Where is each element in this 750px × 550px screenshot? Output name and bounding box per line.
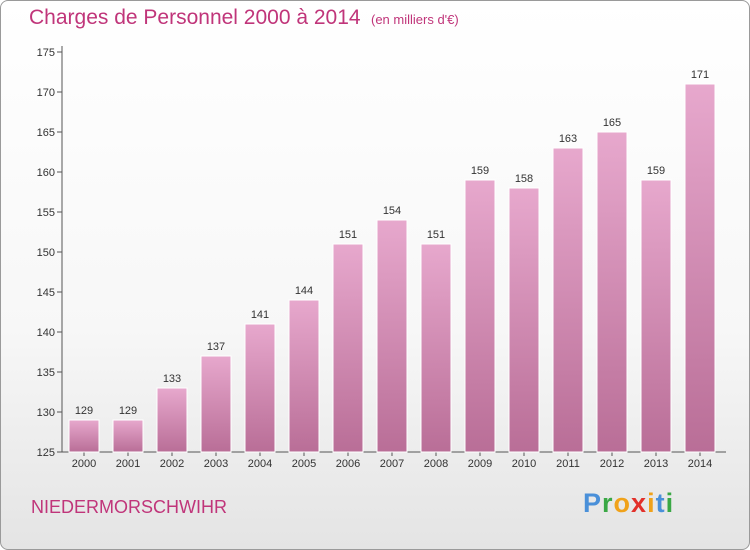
bar-2011: [552, 147, 584, 453]
bar-2001: [112, 419, 144, 453]
y-tick-label: 140: [37, 327, 55, 339]
bar-value-label: 129: [119, 405, 137, 417]
proxiti-logo: Proxiti: [583, 488, 674, 519]
bar-2004: [244, 323, 276, 453]
x-tick-label: 2010: [512, 458, 536, 470]
y-tick-label: 150: [37, 247, 55, 259]
x-tick-label: 2009: [468, 458, 492, 470]
y-tick-label: 125: [37, 447, 55, 459]
bar-2009: [464, 179, 496, 453]
bar-value-label: 154: [383, 205, 401, 217]
bar-2002: [156, 387, 188, 453]
bar-2010: [508, 187, 540, 453]
bar-value-label: 165: [603, 117, 621, 129]
bar-value-label: 151: [339, 229, 357, 241]
bar-value-label: 141: [251, 309, 269, 321]
logo-letter: r: [602, 488, 614, 518]
bar-value-label: 144: [295, 285, 313, 297]
chart-title: Charges de Personnel 2000 à 2014: [29, 6, 361, 29]
chart-unit: (en milliers d'€): [371, 12, 459, 27]
x-tick-label: 2002: [160, 458, 184, 470]
x-tick-label: 2013: [644, 458, 668, 470]
bar-2014: [684, 83, 716, 453]
y-tick-label: 170: [37, 87, 55, 99]
bar-value-label: 159: [647, 165, 665, 177]
logo-letter: o: [613, 488, 632, 518]
logo-letter: i: [647, 488, 656, 518]
x-tick-label: 2006: [336, 458, 360, 470]
bar-value-label: 133: [163, 373, 181, 385]
town-name: NIEDERMORSCHWIHR: [31, 497, 227, 517]
x-tick-label: 2004: [248, 458, 272, 470]
bar-2012: [596, 131, 628, 453]
y-tick-label: 165: [37, 127, 55, 139]
y-tick-label: 155: [37, 207, 55, 219]
bar-value-label: 163: [559, 133, 577, 145]
bar-2005: [288, 299, 320, 453]
x-tick-label: 2011: [556, 458, 580, 470]
bar-value-label: 129: [75, 405, 93, 417]
x-tick-label: 2001: [116, 458, 140, 470]
x-tick-label: 2012: [600, 458, 624, 470]
bar-value-label: 159: [471, 165, 489, 177]
x-tick-label: 2007: [380, 458, 404, 470]
bar-2000: [68, 419, 100, 453]
bar-2006: [332, 243, 364, 453]
y-tick-label: 130: [37, 407, 55, 419]
chart-bars: 129 129 133 137 141 144 151 154 151 159 158 163 165 1…: [68, 69, 716, 453]
logo-letter: P: [583, 488, 603, 518]
bar-value-label: 151: [427, 229, 445, 241]
y-tick-label: 135: [37, 367, 55, 379]
y-tick-label: 145: [37, 287, 55, 299]
logo-letter: t: [655, 488, 666, 518]
bar-value-label: 171: [691, 69, 709, 81]
logo-letter: x: [631, 488, 648, 518]
y-tick-label: 175: [37, 47, 55, 59]
chart-axes: 125 130 135 140 145 150 155 160 165 170 175 2000 200…: [37, 46, 726, 470]
bar-2003: [200, 355, 232, 453]
bar-value-label: 158: [515, 173, 533, 185]
bar-value-label: 137: [207, 341, 225, 353]
bar-2013: [640, 179, 672, 453]
x-tick-label: 2000: [72, 458, 96, 470]
x-tick-label: 2008: [424, 458, 448, 470]
x-tick-label: 2005: [292, 458, 316, 470]
x-tick-label: 2003: [204, 458, 228, 470]
y-tick-label: 160: [37, 167, 55, 179]
x-tick-label: 2014: [688, 458, 712, 470]
bar-2007: [376, 219, 408, 453]
bar-2008: [420, 243, 452, 453]
logo-letter: i: [665, 488, 675, 518]
